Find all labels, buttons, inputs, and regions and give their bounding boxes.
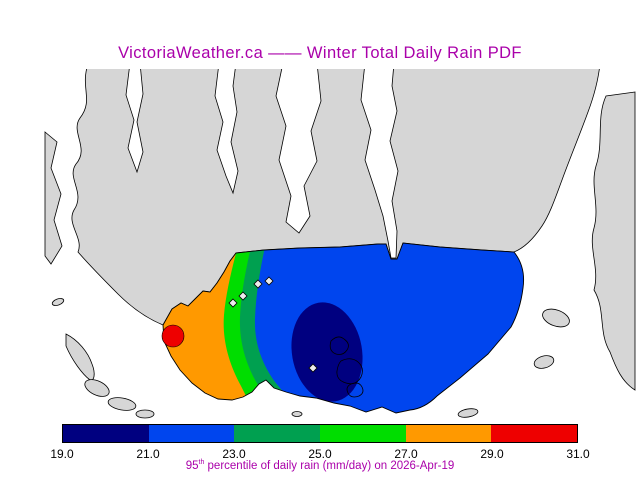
colorbar-tick-27: 27.0 bbox=[394, 447, 418, 461]
contour-band-19-21 bbox=[291, 302, 363, 402]
data-region-coastline bbox=[162, 242, 525, 414]
page-title: VictoriaWeather.ca —— Winter Total Daily… bbox=[118, 44, 522, 62]
station-markers bbox=[228, 276, 318, 373]
colorbar bbox=[62, 424, 578, 443]
inlet-2 bbox=[214, 62, 239, 195]
colorbar-segment-27-29 bbox=[405, 425, 492, 442]
caption: 95th percentile of daily rain (mm/day) o… bbox=[0, 459, 640, 472]
caption-ordinal: th bbox=[198, 459, 205, 466]
station-marker-icon bbox=[253, 279, 263, 289]
colorbar-segment-21-23 bbox=[148, 425, 235, 442]
map-top-margin bbox=[0, 0, 640, 69]
caption-rest: percentile of daily rain (mm/day) on 202… bbox=[204, 459, 455, 472]
inlet-4 bbox=[360, 62, 399, 259]
landmass-right bbox=[591, 91, 636, 391]
inlet-3 bbox=[275, 62, 322, 234]
contour-band-29-31-hotspot bbox=[161, 324, 185, 348]
island-left-strip bbox=[44, 131, 63, 265]
contour-bands-clipped bbox=[223, 243, 524, 413]
station-marker-icon bbox=[238, 291, 248, 301]
colorbar-tick-21: 21.0 bbox=[136, 447, 160, 461]
island-7 bbox=[457, 408, 479, 418]
colorbar-tick-23: 23.0 bbox=[222, 447, 246, 461]
caption-value: 95 bbox=[185, 459, 199, 472]
land-layer bbox=[0, 0, 640, 419]
station-marker-icon bbox=[264, 276, 274, 286]
station-marker-icon bbox=[228, 298, 238, 308]
colorbar-tick-25: 25.0 bbox=[308, 447, 332, 461]
colorbar-tick-19: 19.0 bbox=[50, 447, 74, 461]
island-4 bbox=[51, 298, 65, 306]
island-3 bbox=[135, 409, 155, 419]
island-2 bbox=[107, 397, 137, 411]
lake-outline-1 bbox=[329, 336, 349, 355]
colorbar-segment-29-31 bbox=[491, 425, 578, 442]
colorbar-segment-23-25 bbox=[234, 425, 321, 442]
island-spit bbox=[65, 333, 95, 381]
island-1 bbox=[84, 379, 110, 397]
colorbar-tick-29: 29.0 bbox=[480, 447, 504, 461]
colorbar-tick-31: 31.0 bbox=[566, 447, 590, 461]
lake-outline-3 bbox=[346, 382, 364, 398]
island-8 bbox=[291, 411, 303, 417]
coastline-details bbox=[329, 336, 364, 398]
island-6 bbox=[533, 355, 555, 369]
island-5 bbox=[542, 308, 570, 328]
colorbar-segment-19-21 bbox=[63, 425, 149, 442]
colorbar-segment-25-27 bbox=[320, 425, 406, 442]
inlet-1 bbox=[125, 62, 144, 174]
station-marker-icon bbox=[308, 363, 318, 373]
